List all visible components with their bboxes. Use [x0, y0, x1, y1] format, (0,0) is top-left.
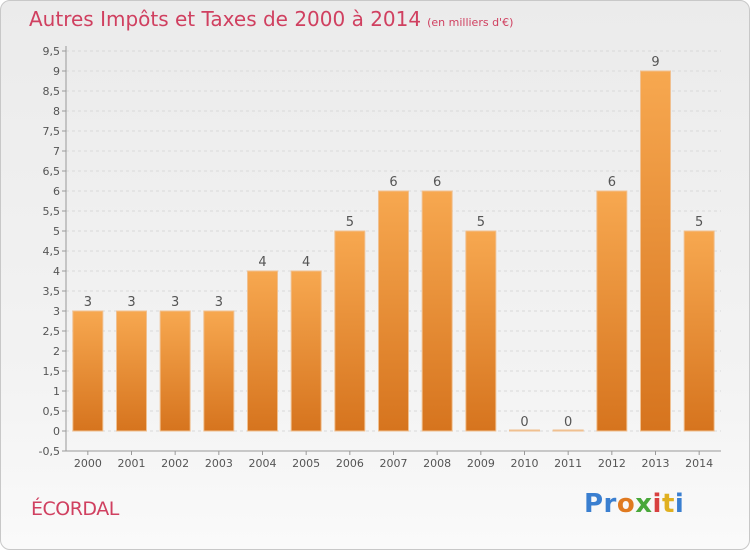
- y-tick-label: 8,5: [43, 85, 61, 98]
- x-tick-label: 2004: [249, 457, 277, 470]
- y-tick-label: 7: [53, 145, 60, 158]
- x-tick-label: 2005: [292, 457, 320, 470]
- y-tick-label: 4: [53, 265, 60, 278]
- bar: [683, 230, 715, 432]
- bar: [203, 310, 235, 432]
- bar: [290, 270, 322, 432]
- axes: [62, 46, 721, 455]
- bar: [552, 429, 584, 432]
- bar: [159, 310, 191, 432]
- data-label: 4: [258, 255, 266, 270]
- x-tick-label: 2010: [511, 457, 539, 470]
- bar: [465, 230, 497, 432]
- y-tick-label: 7,5: [43, 125, 61, 138]
- data-label: 3: [171, 295, 179, 310]
- bar: [72, 310, 104, 432]
- x-tick-label: 2008: [423, 457, 451, 470]
- x-tick-label: 2000: [74, 457, 102, 470]
- x-tick-label: 2014: [685, 457, 713, 470]
- y-tick-label: 1: [53, 385, 60, 398]
- bar: [334, 230, 366, 432]
- data-label: 5: [477, 215, 485, 230]
- y-tick-label: 0: [53, 425, 60, 438]
- x-tick-label: 2011: [554, 457, 582, 470]
- y-tick-label: 1,5: [43, 365, 61, 378]
- x-tick-label: 2003: [205, 457, 233, 470]
- x-tick-label: 2002: [161, 457, 189, 470]
- data-label: 9: [651, 55, 659, 70]
- bar: [116, 310, 147, 432]
- x-tick-label: 2007: [380, 457, 408, 470]
- x-tick-label: 2009: [467, 457, 495, 470]
- y-tick-label: -0,5: [39, 445, 60, 458]
- logo-part: Pr: [584, 489, 617, 519]
- y-tick-label: 5,5: [43, 205, 61, 218]
- data-label: 3: [215, 295, 223, 310]
- y-tick-label: 9: [53, 65, 60, 78]
- commune-name: ÉCORDAL: [31, 498, 119, 520]
- logo-part: x: [635, 489, 653, 519]
- data-label: 4: [302, 255, 310, 270]
- y-tick-label: 2: [53, 345, 60, 358]
- bar: [509, 429, 540, 432]
- data-label: 0: [520, 415, 528, 430]
- y-tick-label: 3,5: [43, 285, 61, 298]
- y-tick-label: 3: [53, 305, 60, 318]
- x-tick-label: 2001: [118, 457, 146, 470]
- bar: [378, 190, 409, 432]
- y-tick-label: 0,5: [43, 405, 61, 418]
- x-tick-label: 2006: [336, 457, 364, 470]
- data-label: 3: [127, 295, 135, 310]
- bar: [247, 270, 278, 432]
- data-labels: 3 3 3 3 4 4 5 6 6 5 0 0 6 9 5: [84, 55, 704, 430]
- y-tick-label: 8: [53, 105, 60, 118]
- logo-part: i: [674, 489, 685, 519]
- unit-note: (en milliers d'€): [427, 16, 514, 29]
- bar: [640, 70, 671, 432]
- data-label: 5: [695, 215, 703, 230]
- bars: [72, 70, 715, 432]
- bar: [596, 190, 628, 432]
- data-label: 6: [389, 175, 397, 190]
- logo-part: t: [661, 489, 675, 519]
- logo-part: o: [616, 489, 636, 519]
- logo-part: i: [652, 489, 662, 519]
- data-label: 3: [84, 295, 92, 310]
- data-label: 5: [346, 215, 354, 230]
- y-tick-labels: -0,5 0 0,5 1 1,5 2 2,5 3 3,5 4 4,5 5 5,5 6 6,5 7 7,5 8 8,5…: [39, 45, 60, 458]
- y-tick-label: 4,5: [43, 245, 61, 258]
- chart-title: Autres Impôts et Taxes de 2000 à 2014 (en…: [29, 7, 513, 31]
- y-tick-label: 9,5: [43, 45, 61, 58]
- x-tick-label: 2012: [598, 457, 626, 470]
- y-tick-label: 2,5: [43, 325, 61, 338]
- bar: [421, 190, 453, 432]
- data-label: 0: [564, 415, 572, 430]
- data-label: 6: [433, 175, 441, 190]
- y-tick-label: 6,5: [43, 165, 61, 178]
- x-tick-label: 2013: [642, 457, 670, 470]
- y-tick-label: 5: [53, 225, 60, 238]
- data-label: 6: [608, 175, 616, 190]
- x-tick-labels: 2000 2001 2002 2003 2004 2005 2006 2007 2008 2009…: [74, 457, 713, 470]
- chart-title-text: Autres Impôts et Taxes de 2000 à 2014: [29, 7, 422, 31]
- y-tick-label: 6: [53, 185, 60, 198]
- proxiti-logo: Proxiti: [584, 489, 684, 519]
